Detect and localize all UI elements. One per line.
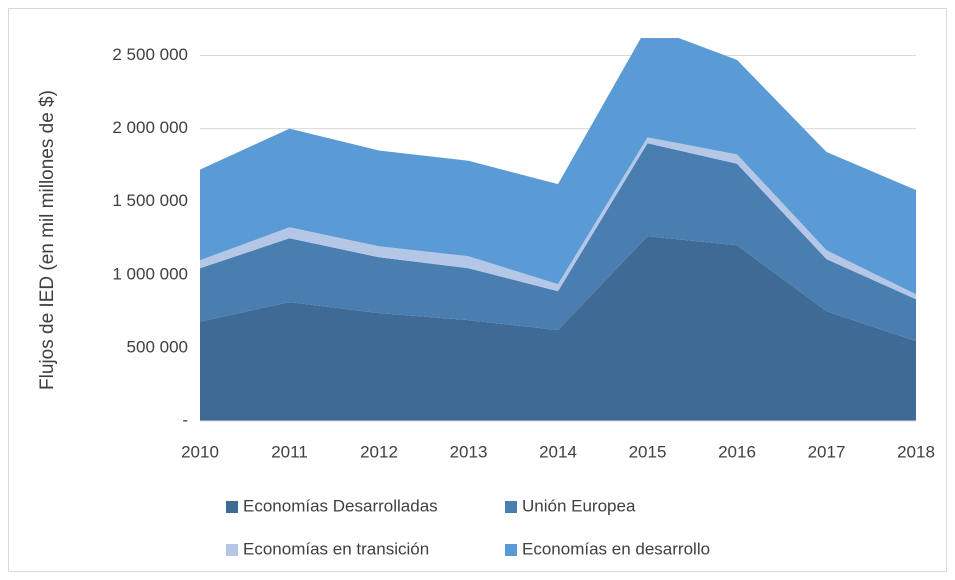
legend-label: Economías en desarrollo: [522, 539, 710, 558]
legend-swatch: [505, 544, 517, 556]
x-tick-label: 2016: [718, 442, 756, 461]
y-tick-label: 2 500 000: [112, 45, 188, 64]
legend-swatch: [226, 501, 238, 513]
area: [200, 236, 916, 421]
y-axis-label: Flujos de IED (en mil millones de $): [37, 90, 58, 390]
y-tick-label: 500 000: [127, 337, 188, 356]
legend-label: Economías en transición: [243, 539, 429, 558]
y-tick-label: -: [182, 410, 188, 429]
plot-area: [200, 38, 916, 421]
x-tick-label: 2013: [450, 442, 488, 461]
y-tick-label: 1 000 000: [112, 264, 188, 283]
x-tick-label: 2012: [360, 442, 398, 461]
y-tick-label: 1 500 000: [112, 191, 188, 210]
x-tick-label: 2017: [808, 442, 846, 461]
x-tick-label: 2010: [181, 442, 219, 461]
legend-swatch: [226, 544, 238, 556]
legend-swatch: [505, 501, 517, 513]
x-tick-label: 2014: [539, 442, 577, 461]
y-tick-label: 2 000 000: [112, 118, 188, 137]
area: [200, 143, 916, 342]
x-tick-label: 2015: [629, 442, 667, 461]
area: [200, 38, 916, 295]
x-tick-label: 2011: [271, 442, 308, 461]
legend-label: Economías Desarrolladas: [243, 496, 438, 515]
x-tick-label: 2018: [897, 442, 935, 461]
legend-label: Unión Europea: [522, 496, 636, 515]
